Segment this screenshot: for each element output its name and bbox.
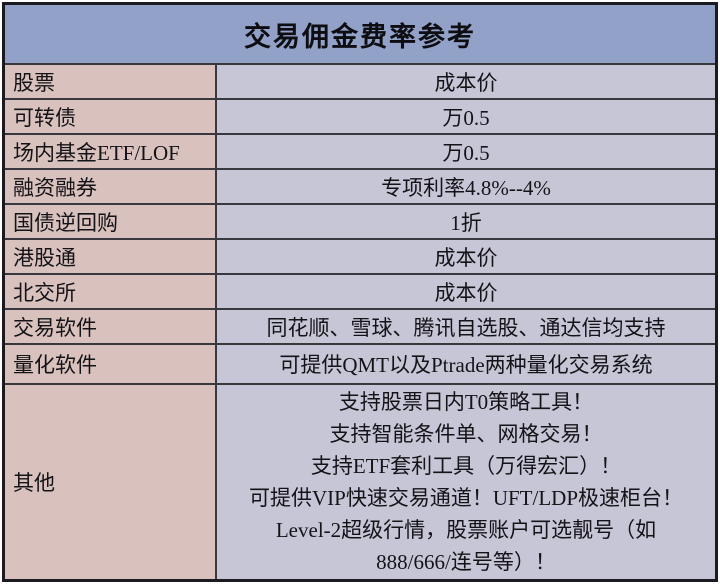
- table-row-hk-stock-connect: 港股通 成本价: [5, 240, 715, 275]
- row-value: 专项利率4.8%--4%: [217, 170, 715, 203]
- table-row-trading-software: 交易软件 同花顺、雪球、腾讯自选股、通达信均支持: [5, 310, 715, 345]
- row-value: 万0.5: [217, 135, 715, 168]
- other-feature-line: 可提供VIP快速交易通道！UFT/LDP极速柜台！: [248, 486, 684, 510]
- table-row-etf-lof: 场内基金ETF/LOF 万0.5: [5, 135, 715, 170]
- table-row-convertible-bonds: 可转债 万0.5: [5, 100, 715, 135]
- row-label: 国债逆回购: [5, 205, 217, 238]
- table-row-stocks: 股票 成本价: [5, 65, 715, 100]
- row-value: 成本价: [217, 240, 715, 273]
- row-value: 成本价: [217, 65, 715, 98]
- table-row-quant-software: 量化软件 可提供QMT以及Ptrade两种量化交易系统: [5, 345, 715, 385]
- row-value: 成本价: [217, 275, 715, 308]
- row-label: 可转债: [5, 100, 217, 133]
- other-feature-line: 888/666/连号等）！: [376, 550, 556, 574]
- row-label: 其他: [5, 385, 217, 579]
- row-value: 万0.5: [217, 100, 715, 133]
- row-label: 股票: [5, 65, 217, 98]
- table-header: 交易佣金费率参考: [5, 5, 715, 65]
- other-feature-line: 支持ETF套利工具（万得宏汇）！: [310, 454, 622, 478]
- table-row-beijing-exchange: 北交所 成本价: [5, 275, 715, 310]
- row-label: 交易软件: [5, 310, 217, 343]
- row-value-multiline: 支持股票日内T0策略工具！ 支持智能条件单、网格交易！ 支持ETF套利工具（万得…: [217, 385, 715, 579]
- row-value: 1折: [217, 205, 715, 238]
- row-value: 同花顺、雪球、腾讯自选股、通达信均支持: [217, 310, 715, 343]
- row-label: 场内基金ETF/LOF: [5, 135, 217, 168]
- row-label: 港股通: [5, 240, 217, 273]
- table-row-margin-trading: 融资融券 专项利率4.8%--4%: [5, 170, 715, 205]
- table-title: 交易佣金费率参考: [244, 21, 476, 52]
- table-row-other: 其他 支持股票日内T0策略工具！ 支持智能条件单、网格交易！ 支持ETF套利工具…: [5, 385, 715, 579]
- other-feature-line: 支持智能条件单、网格交易！: [329, 422, 603, 446]
- table-row-reverse-repo: 国债逆回购 1折: [5, 205, 715, 240]
- other-feature-line: 支持股票日内T0策略工具！: [338, 390, 594, 414]
- other-feature-line: Level-2超级行情，股票账户可选靓号（如: [275, 518, 657, 542]
- row-label: 融资融券: [5, 170, 217, 203]
- row-label: 北交所: [5, 275, 217, 308]
- row-value: 可提供QMT以及Ptrade两种量化交易系统: [217, 345, 715, 383]
- row-label: 量化软件: [5, 345, 217, 383]
